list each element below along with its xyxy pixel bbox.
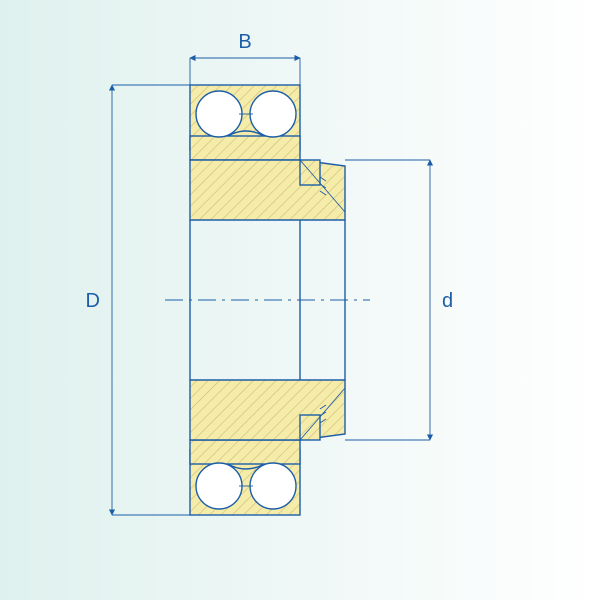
label-B: B bbox=[238, 31, 251, 53]
label-D: D bbox=[86, 290, 100, 312]
label-d: d bbox=[442, 290, 453, 312]
bearing-diagram: D d B bbox=[0, 0, 600, 600]
